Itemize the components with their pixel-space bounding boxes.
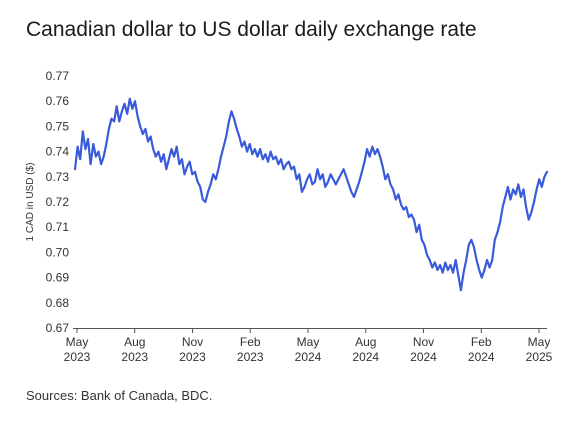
x-tick-year: 2023 — [237, 350, 264, 364]
x-tick-year: 2024 — [352, 350, 379, 364]
y-tick-label: 0.77 — [46, 69, 70, 83]
x-tick-month: Aug — [124, 335, 145, 349]
y-tick-label: 0.67 — [46, 321, 70, 335]
x-tick-month: Feb — [240, 335, 261, 349]
x-tick-year: 2023 — [121, 350, 148, 364]
x-tick-month: Nov — [413, 335, 434, 349]
y-tick-label: 0.68 — [46, 296, 70, 310]
x-tick-year: 2025 — [526, 350, 553, 364]
y-tick-label: 0.71 — [46, 220, 70, 234]
x-tick-month: Feb — [471, 335, 492, 349]
x-tick-year: 2023 — [179, 350, 206, 364]
x-tick-month: May — [528, 335, 551, 349]
x-tick-year: 2023 — [64, 350, 91, 364]
x-tick-year: 2024 — [295, 350, 322, 364]
y-tick-label: 0.72 — [46, 195, 70, 209]
series-line — [73, 97, 549, 292]
source-note: Sources: Bank of Canada, BDC. — [26, 388, 213, 403]
y-axis-label: 1 CAD in USD ($) — [25, 163, 36, 242]
y-tick-label: 0.73 — [46, 170, 70, 184]
x-tick-month: Nov — [182, 335, 203, 349]
y-tick-label: 0.75 — [46, 119, 70, 133]
x-tick-year: 2024 — [410, 350, 437, 364]
x-axis-ticks: May2023Aug2023Nov2023Feb2023May2024Aug20… — [64, 328, 553, 364]
y-tick-label: 0.69 — [46, 271, 70, 285]
x-tick-month: May — [66, 335, 89, 349]
x-tick-month: Aug — [355, 335, 376, 349]
y-axis-ticks: 0.67 0.68 0.69 0.70 0.71 0.72 0.73 0.74 0.75 0.76… — [46, 69, 70, 335]
chart-title: Canadian dollar to US dollar daily excha… — [26, 18, 477, 41]
x-tick-year: 2024 — [468, 350, 495, 364]
y-tick-label: 0.76 — [46, 94, 70, 108]
x-tick-month: May — [297, 335, 320, 349]
y-tick-label: 0.70 — [46, 245, 70, 259]
y-tick-label: 0.74 — [46, 145, 70, 159]
